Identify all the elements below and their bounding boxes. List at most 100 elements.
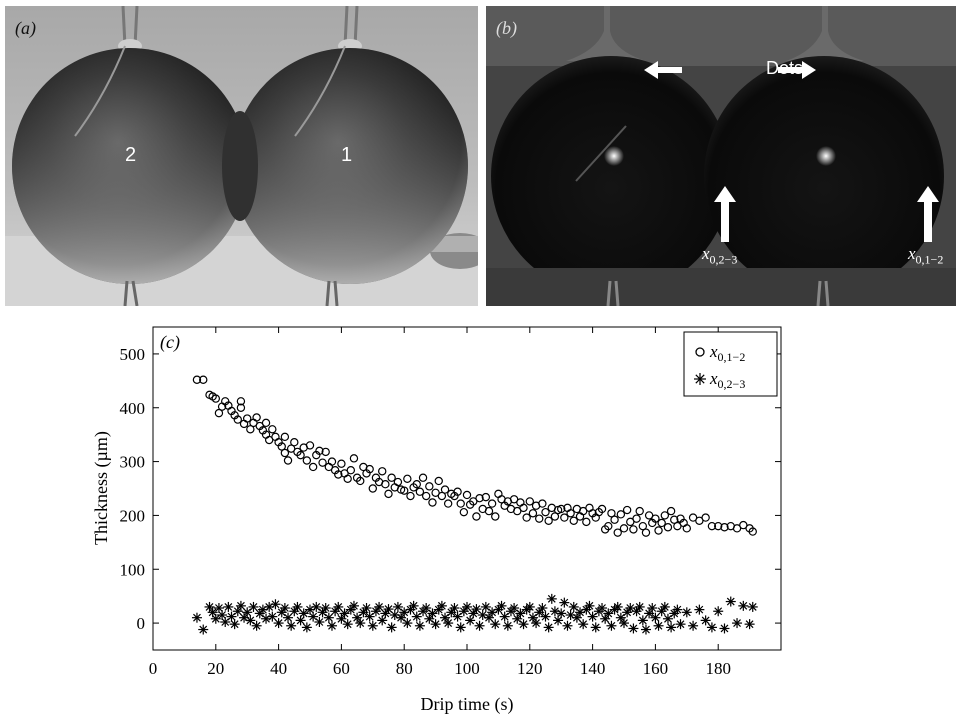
asterisk-point <box>666 622 677 633</box>
asterisk-point <box>512 613 523 624</box>
asterisk-point <box>392 601 403 612</box>
x-tick-label: 180 <box>705 659 731 678</box>
circle-point <box>368 484 377 493</box>
circle-point <box>491 512 500 521</box>
circle-point <box>569 516 578 525</box>
circle-point <box>349 454 359 463</box>
asterisk-point <box>326 620 337 631</box>
asterisk-point <box>524 601 535 612</box>
circle-point <box>378 467 387 476</box>
photo-panel-b: (b) Dots x0,2−3 x0,1−2 <box>486 6 956 306</box>
asterisk-point <box>414 620 425 631</box>
legend: x0,1−2 x0,2−3 <box>683 331 778 397</box>
asterisk-point <box>725 596 736 607</box>
circle-point <box>327 457 337 466</box>
asterisk-point <box>732 618 743 629</box>
asterisk-point <box>207 607 218 618</box>
asterisk-point <box>694 604 705 615</box>
circle-point <box>585 503 594 513</box>
dots-arrow-left-icon <box>644 61 682 79</box>
circle-point <box>318 458 327 467</box>
asterisk-point <box>317 607 328 618</box>
asterisk-point <box>700 615 711 626</box>
circle-point <box>437 491 447 501</box>
asterisk-point <box>408 600 419 611</box>
circle-point <box>236 397 246 406</box>
photo-panel-a: (a) 2 1 <box>5 6 478 306</box>
circle-point <box>604 521 613 531</box>
x-tick-label: 160 <box>643 659 669 678</box>
circle-point <box>701 513 710 522</box>
y-tick-label: 100 <box>120 560 146 579</box>
asterisk-point <box>590 622 601 633</box>
circle-point <box>434 476 443 486</box>
asterisk-point <box>713 606 724 617</box>
circle-point <box>425 482 434 491</box>
asterisk-point <box>606 620 617 631</box>
asterisk-point <box>471 604 482 615</box>
circle-point <box>283 456 293 465</box>
asterisk-point <box>706 622 717 633</box>
scatter-chart: 0 20 40 60 80 100 120 140 160 180 0 100 200 300 400 500… <box>91 326 782 715</box>
asterisk-point <box>462 601 472 612</box>
asterisk-point <box>458 606 469 617</box>
circle-point <box>522 513 531 522</box>
circle-point <box>613 528 622 537</box>
asterisk-point <box>301 622 312 633</box>
circle-point <box>453 487 462 496</box>
circle-point <box>560 513 569 522</box>
asterisk-point <box>443 618 454 629</box>
asterisk-point <box>490 619 501 630</box>
circle-point <box>412 479 421 489</box>
circle-point <box>557 504 566 514</box>
asterisk-point <box>286 620 297 631</box>
drop-label-2: 2 <box>125 144 137 166</box>
x-tick-label: 100 <box>454 659 480 678</box>
circle-point <box>242 414 252 423</box>
circle-point <box>494 489 503 499</box>
asterisk-point <box>361 603 372 614</box>
asterisk-point <box>352 612 363 623</box>
asterisk-point <box>386 622 397 633</box>
asterisk-point <box>672 604 683 615</box>
asterisk-point <box>455 622 466 633</box>
asterisk-point <box>659 601 670 612</box>
asterisk-point <box>615 612 626 623</box>
asterisk-point <box>242 607 253 618</box>
circle-point <box>582 517 591 527</box>
circle-point <box>400 486 409 495</box>
asterisk-point <box>650 612 661 623</box>
asterisk-point <box>245 615 256 626</box>
circle-point <box>475 493 484 503</box>
asterisk-point <box>647 603 658 614</box>
x-tick-label: 0 <box>149 659 158 678</box>
asterisk-point <box>251 620 262 631</box>
circle-point <box>456 499 465 508</box>
circle-point <box>403 474 412 484</box>
asterisk-point <box>223 601 234 612</box>
circle-point <box>720 523 729 532</box>
circle-point <box>472 512 481 521</box>
circle-point <box>199 375 208 384</box>
asterisk-point <box>662 613 673 624</box>
circle-point <box>748 527 757 536</box>
asterisk-point <box>640 624 651 635</box>
asterisk-point <box>273 618 284 629</box>
circle-point <box>418 473 428 482</box>
circle-point <box>277 442 286 451</box>
circle-point <box>541 507 550 517</box>
circle-point <box>616 510 626 519</box>
circle-point <box>538 499 547 508</box>
asterisk-point <box>232 606 243 617</box>
asterisk-point <box>474 620 485 631</box>
legend-entry-x023: x0,2−3 <box>709 369 745 391</box>
asterisk-point <box>559 597 570 608</box>
asterisk-point <box>336 613 347 624</box>
asterisk-point <box>411 611 422 622</box>
arrow-up-icon <box>714 186 736 242</box>
x-tick-label: 140 <box>580 659 606 678</box>
circle-point <box>421 491 431 501</box>
asterisk-point <box>235 600 246 611</box>
circle-point <box>607 509 616 518</box>
y-tick-label: 500 <box>120 345 146 364</box>
